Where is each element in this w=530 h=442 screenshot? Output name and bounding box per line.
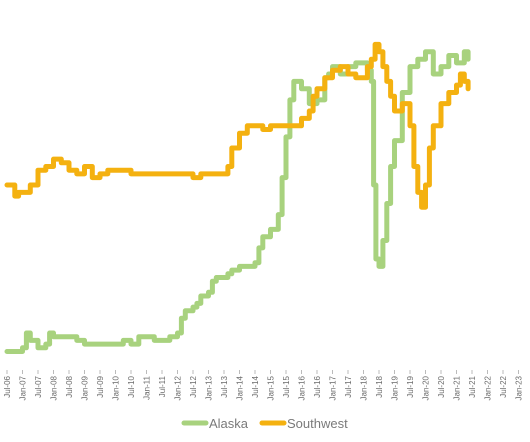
x-tick-label: Jan-08 bbox=[50, 375, 59, 400]
x-tick-label: Jul-10 bbox=[127, 375, 136, 397]
x-tick-label: Jul-14 bbox=[251, 375, 260, 397]
x-tick-label: Jan-17 bbox=[329, 375, 338, 400]
x-tick-label: Jan-15 bbox=[267, 375, 276, 400]
x-tick-label: Jan-07 bbox=[19, 375, 28, 400]
x-tick-label: Jan-22 bbox=[484, 375, 493, 400]
x-tick-label: Jul-20 bbox=[437, 375, 446, 397]
x-tick-label: Jul-07 bbox=[34, 375, 43, 397]
x-tick-label: Jan-16 bbox=[298, 375, 307, 400]
series-lines bbox=[4, 41, 471, 354]
x-tick-label: Jan-11 bbox=[143, 375, 152, 399]
series-line-southwest bbox=[4, 41, 471, 210]
x-tick-label: Jan-21 bbox=[453, 375, 462, 400]
x-tick-label: Jul-13 bbox=[220, 375, 229, 397]
legend-label-alaska: Alaska bbox=[209, 416, 249, 431]
x-tick-label: Jul-06 bbox=[3, 375, 12, 397]
x-tick-label: Jul-19 bbox=[406, 375, 415, 397]
x-tick-label: Jan-23 bbox=[515, 375, 524, 400]
x-tick-label: Jan-20 bbox=[422, 375, 431, 400]
legend: Alaska Southwest bbox=[181, 416, 348, 431]
series-line-alaska bbox=[4, 49, 471, 354]
x-tick-label: Jul-21 bbox=[468, 375, 477, 397]
x-tick-label: Jul-08 bbox=[65, 375, 74, 397]
x-tick-label: Jul-12 bbox=[189, 375, 198, 397]
x-tick-label: Jul-17 bbox=[344, 375, 353, 397]
x-tick-label: Jul-09 bbox=[96, 375, 105, 397]
x-tick-label: Jul-16 bbox=[313, 375, 322, 397]
x-tick-label: Jan-18 bbox=[360, 375, 369, 400]
x-tick-label: Jul-15 bbox=[282, 375, 291, 397]
x-tick-label: Jul-18 bbox=[375, 375, 384, 397]
x-tick-label: Jan-14 bbox=[236, 375, 245, 400]
x-tick-label: Jan-09 bbox=[81, 375, 90, 400]
x-tick-label: Jul-22 bbox=[499, 375, 508, 397]
x-tick-label: Jan-19 bbox=[391, 375, 400, 400]
x-tick-label: Jan-10 bbox=[112, 375, 121, 400]
x-tick-label: Jul-11 bbox=[158, 375, 167, 397]
x-axis: Jul-06 Jan-07 Jul-07 Jan-08 Jul-08 Jan-09 Jul-… bbox=[3, 370, 524, 400]
x-tick-label: Jan-13 bbox=[205, 375, 214, 400]
x-tick-label: Jan-12 bbox=[174, 375, 183, 400]
legend-label-southwest: Southwest bbox=[287, 416, 348, 431]
